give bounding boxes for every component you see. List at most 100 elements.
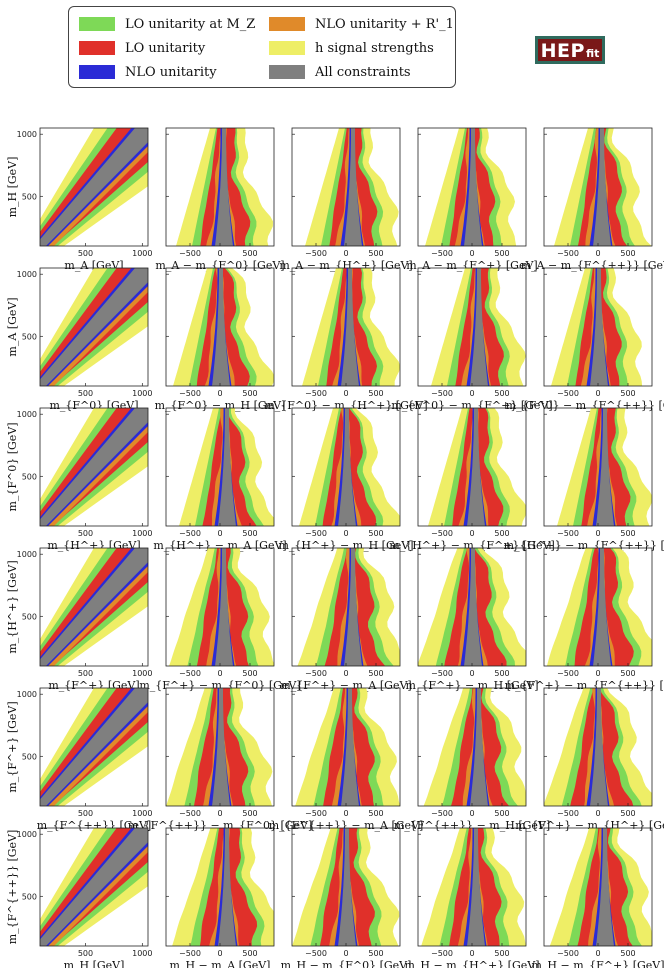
legend-item: NLO unitarity + R'_1 bbox=[269, 15, 454, 33]
x-tick-label: 500 bbox=[78, 949, 93, 958]
region-all-constraints bbox=[464, 548, 482, 666]
x-tick-label: −500 bbox=[557, 529, 579, 538]
panel-frame bbox=[39, 547, 149, 667]
x-tick-label: −500 bbox=[557, 949, 579, 958]
region-all-constraints bbox=[40, 688, 148, 806]
x-axis-label: m_{F^+} − m_{H^+} [GeV] bbox=[515, 819, 664, 832]
region-all-constraints bbox=[596, 828, 614, 946]
x-axis-label: m_A − m_{F^{++}} [GeV] bbox=[521, 259, 664, 272]
logo-main-text: HEP bbox=[540, 40, 585, 62]
x-tick-label: −500 bbox=[431, 529, 453, 538]
panel-frame bbox=[39, 407, 149, 527]
x-tick-label: −500 bbox=[431, 249, 453, 258]
x-tick-label: 0 bbox=[469, 669, 474, 678]
y-tick-label: 500 bbox=[22, 752, 37, 761]
x-tick-label: 1000 bbox=[132, 949, 152, 958]
x-tick-label: 500 bbox=[78, 529, 93, 538]
region-all-constraints bbox=[40, 828, 148, 946]
region-all-constraints bbox=[215, 128, 233, 246]
legend-swatch bbox=[269, 17, 305, 31]
x-tick-label: 0 bbox=[343, 949, 348, 958]
x-tick-label: 0 bbox=[217, 249, 222, 258]
x-tick-label: 500 bbox=[78, 389, 93, 398]
region-all-constraints bbox=[338, 408, 356, 526]
x-axis-label: m_{H^+} − m_A [GeV] bbox=[153, 539, 286, 552]
legend: LO unitarity at M_Z LO unitarity NLO unita… bbox=[68, 6, 456, 88]
x-tick-label: 500 bbox=[242, 249, 257, 258]
legend-label: h signal strengths bbox=[315, 40, 434, 56]
x-tick-label: 500 bbox=[78, 249, 93, 258]
panel-frame bbox=[39, 827, 149, 947]
region-all-constraints bbox=[464, 128, 482, 246]
x-axis-label: m_H − m_A [GeV] bbox=[170, 959, 271, 968]
x-tick-label: 500 bbox=[494, 809, 509, 818]
region-all-constraints bbox=[40, 268, 148, 386]
x-tick-label: −500 bbox=[431, 389, 453, 398]
x-tick-label: 1000 bbox=[132, 809, 152, 818]
x-axis-label: m_{F^{++}} − m_A [GeV] bbox=[269, 819, 424, 832]
x-tick-label: 0 bbox=[595, 529, 600, 538]
x-tick-label: 500 bbox=[78, 809, 93, 818]
legend-swatch bbox=[79, 65, 115, 79]
x-tick-label: 500 bbox=[78, 669, 93, 678]
legend-item: All constraints bbox=[269, 63, 411, 81]
x-tick-label: 0 bbox=[217, 529, 222, 538]
y-tick-label: 1000 bbox=[17, 550, 37, 559]
x-tick-label: −500 bbox=[557, 809, 579, 818]
x-tick-label: −500 bbox=[557, 389, 579, 398]
y-tick-label: 1000 bbox=[17, 410, 37, 419]
x-tick-label: −500 bbox=[431, 949, 453, 958]
legend-item: LO unitarity bbox=[79, 39, 205, 57]
x-axis-label: m_{F^+} − m_A [GeV] bbox=[280, 679, 411, 692]
x-tick-label: 0 bbox=[595, 809, 600, 818]
region-all-constraints bbox=[596, 408, 614, 526]
x-tick-label: 500 bbox=[368, 389, 383, 398]
region-all-constraints bbox=[212, 688, 230, 806]
logo-sub-text: fit bbox=[585, 47, 600, 60]
y-axis-label: m_{F^{++}} [GeV] bbox=[6, 830, 19, 945]
x-axis-label: m_H − m_{F^0} [GeV] bbox=[281, 959, 412, 968]
region-all-constraints bbox=[590, 688, 608, 806]
legend-item: LO unitarity at M_Z bbox=[79, 15, 255, 33]
x-axis-label: m_A − m_{F^0} [GeV] bbox=[155, 259, 284, 272]
legend-swatch bbox=[269, 41, 305, 55]
y-tick-label: 1000 bbox=[17, 690, 37, 699]
y-tick-label: 500 bbox=[22, 892, 37, 901]
legend-label: NLO unitarity bbox=[125, 64, 217, 80]
x-axis-label: m_H − m_{H^+} [GeV] bbox=[404, 959, 539, 968]
legend-item: h signal strengths bbox=[269, 39, 434, 57]
x-tick-label: 500 bbox=[242, 389, 257, 398]
y-tick-label: 1000 bbox=[17, 830, 37, 839]
x-tick-label: 0 bbox=[595, 669, 600, 678]
x-tick-label: 500 bbox=[242, 949, 257, 958]
x-tick-label: 500 bbox=[242, 669, 257, 678]
x-tick-label: 500 bbox=[368, 529, 383, 538]
x-tick-label: −500 bbox=[179, 529, 201, 538]
x-tick-label: −500 bbox=[305, 389, 327, 398]
x-tick-label: −500 bbox=[179, 949, 201, 958]
x-tick-label: 0 bbox=[469, 389, 474, 398]
panel-frame bbox=[39, 127, 149, 247]
legend-label: LO unitarity bbox=[125, 40, 206, 56]
legend-swatch bbox=[79, 17, 115, 31]
y-axis-label: m_H [GeV] bbox=[6, 157, 19, 218]
x-tick-label: 500 bbox=[620, 809, 635, 818]
